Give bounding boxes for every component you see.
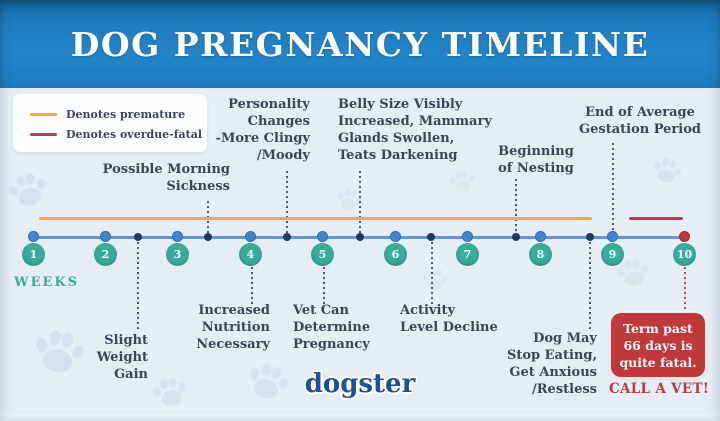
mid-week-dot (204, 233, 212, 241)
paw-print-icon (647, 152, 687, 189)
mid-week-dot (586, 233, 594, 241)
legend: Denotes premature Denotes overdue-fatal (13, 94, 207, 152)
paw-print-icon (419, 265, 452, 295)
week-dot-3 (172, 231, 183, 242)
annotation-nesting: Beginning of Nesting (498, 144, 574, 176)
paw-print-icon (27, 322, 92, 382)
paw-print-icon (611, 253, 654, 293)
call-a-vet-label: CALL A VET! (608, 381, 710, 397)
week-marker-10: 10 (673, 243, 696, 266)
connector-vet-determine (323, 267, 325, 304)
week-marker-4: 4 (239, 243, 262, 266)
week-dot-2 (100, 231, 111, 242)
legend-item-overdue: Denotes overdue-fatal (30, 124, 207, 144)
connector-belly-size (359, 171, 361, 233)
paw-print-icon (239, 354, 297, 409)
week-dot-10-fatal (679, 231, 690, 242)
paw-print-icon (1, 165, 54, 216)
legend-premature-label: Denotes premature (66, 107, 186, 121)
legend-item-premature: Denotes premature (30, 104, 207, 124)
connector-fatal-warning (684, 267, 686, 312)
week-dot-7 (462, 231, 473, 242)
week-marker-7: 7 (456, 243, 479, 266)
overdue-line-swatch (30, 132, 57, 136)
week-dot-4 (245, 231, 256, 242)
bottom-edge-strip (0, 413, 720, 421)
week-marker-2: 2 (94, 243, 117, 266)
annotation-weight-gain: Slight Weight Gain (96, 333, 148, 382)
annotation-activity-decline: Activity Level Decline (400, 303, 498, 335)
mid-week-dot (427, 233, 435, 241)
week-marker-5: 5 (311, 243, 334, 266)
mid-week-dot (512, 233, 520, 241)
overdue-range-line (629, 217, 683, 220)
dogster-logo: dogster (304, 369, 416, 399)
mid-week-dot (283, 233, 291, 241)
annotation-vet-determine: Vet Can Determine Pregnancy (293, 303, 371, 352)
fatal-warning-box: Term past 66 days is quite fatal. (611, 313, 705, 377)
weeks-axis-label: WEEKS (14, 275, 80, 290)
paw-print-icon (445, 166, 478, 197)
annotation-nutrition: Increased Nutrition Necessary (196, 303, 270, 352)
page-title: DOG PREGNANCY TIMELINE (70, 24, 650, 64)
week-dot-8 (535, 231, 546, 242)
week-dot-5 (317, 231, 328, 242)
week-marker-3: 3 (166, 243, 189, 266)
week-marker-9: 9 (601, 243, 624, 266)
mid-week-dot (134, 233, 142, 241)
premature-line-swatch (30, 112, 57, 116)
week-dot-9 (607, 231, 618, 242)
week-marker-8: 8 (529, 243, 552, 266)
week-marker-6: 6 (384, 243, 407, 266)
premature-range-line (39, 217, 592, 220)
paw-print-icon (332, 183, 367, 216)
week-dot-1 (28, 231, 39, 242)
annotation-belly-size: Belly Size Visibly Increased, Mammary Gl… (338, 97, 492, 163)
connector-stop-eating (589, 242, 591, 330)
connector-nesting (515, 179, 517, 233)
mid-week-dot (356, 233, 364, 241)
connector-personality-changes (286, 171, 288, 233)
legend-overdue-label: Denotes overdue-fatal (66, 127, 202, 141)
connector-activity-decline (431, 242, 433, 304)
annotation-stop-eating: Dog May Stop Eating, Get Anxious /Restle… (506, 331, 597, 397)
connector-gestation-end (612, 143, 614, 233)
paw-print-icon (146, 370, 194, 415)
annotation-personality-changes: Personality Changes -More Clingy /Moody (215, 97, 310, 163)
header-banner: DOG PREGNANCY TIMELINE (0, 0, 720, 88)
annotation-gestation-end: End of Average Gestation Period (579, 105, 701, 137)
annotation-morning-sickness: Possible Morning Sickness (102, 162, 230, 194)
week-dot-6 (390, 231, 401, 242)
connector-nutrition (251, 267, 253, 304)
connector-weight-gain (137, 242, 139, 332)
week-marker-1: 1 (22, 243, 45, 266)
